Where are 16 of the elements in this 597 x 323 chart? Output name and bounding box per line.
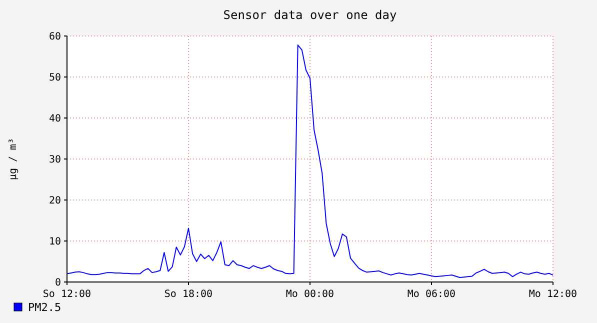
y-tick-label: 10: [48, 236, 61, 248]
y-tick-label: 0: [54, 278, 61, 288]
legend-label: PM2.5: [28, 301, 62, 314]
x-tick-label: Mo 12:00: [528, 289, 578, 300]
y-tick-label: 60: [48, 32, 61, 42]
x-tick-label: So 12:00: [42, 289, 92, 300]
y-tick-label: 30: [48, 154, 61, 166]
x-tick-label: Mo 00:00: [286, 289, 334, 300]
y-tick-label: 20: [48, 196, 61, 206]
chart-title: Sensor data over one day: [223, 8, 397, 22]
y-tick-label: 40: [48, 114, 61, 124]
line-series: [66, 44, 554, 278]
y-tick-label: 50: [48, 72, 61, 84]
x-tick-label: Mo 06:00: [407, 289, 456, 300]
y-axis-title: µg / m³: [8, 138, 19, 180]
x-tick-label: So 18:00: [164, 289, 213, 300]
